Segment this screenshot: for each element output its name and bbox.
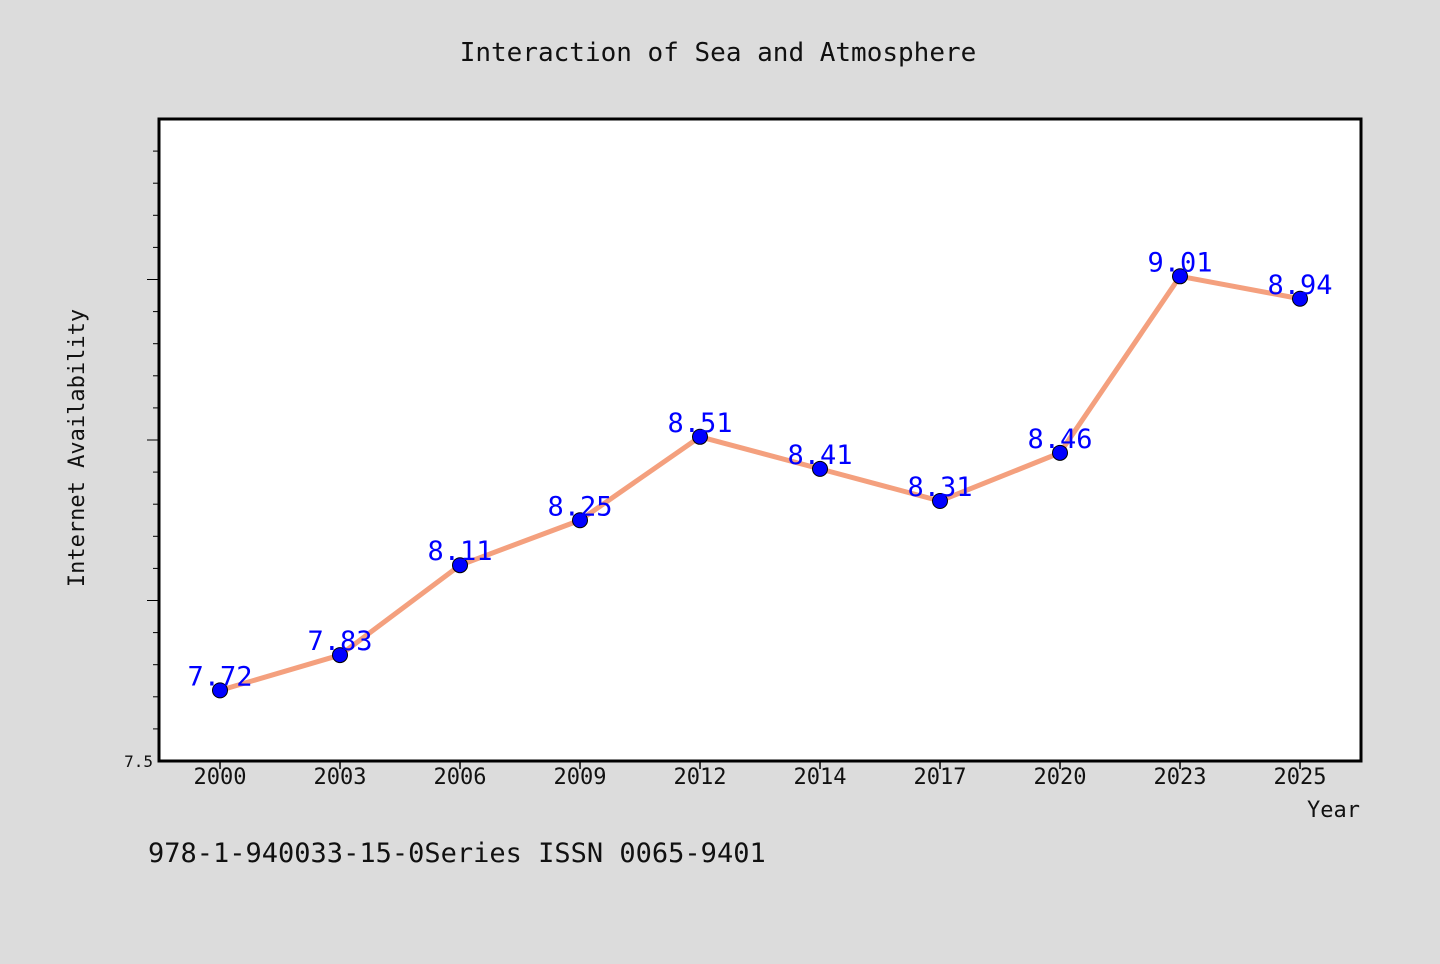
- data-point: [812, 460, 828, 477]
- data-label: 7.72: [187, 661, 252, 692]
- x-axis-label: Year: [1307, 798, 1360, 823]
- data-label: 9.01: [1147, 247, 1212, 278]
- x-tick-label: 2006: [434, 765, 487, 790]
- x-axis-ticks: 2000 2003 2006 2009 2012 2014 2017 2020 2023 2025: [194, 761, 1327, 790]
- x-tick-label: 2003: [314, 765, 367, 790]
- x-tick-label: 2012: [674, 765, 727, 790]
- data-point: [932, 492, 948, 509]
- y-axis-label: Internet Availability: [65, 309, 90, 587]
- data-label: 8.94: [1267, 270, 1332, 301]
- data-label: 8.51: [667, 408, 732, 439]
- x-tick-label: 2020: [1034, 765, 1087, 790]
- series-group: 7.72 7.83 8.11 8.25 8.51 8.41 8.31 8.46 9.01 8.94: [187, 247, 1333, 699]
- data-point: [1292, 290, 1308, 307]
- data-label: 8.25: [547, 491, 612, 522]
- data-label: 8.31: [907, 472, 972, 503]
- x-tick-label: 2000: [194, 765, 247, 790]
- y-axis-ticks: 7.5: [124, 150, 159, 771]
- x-tick-label: 2025: [1274, 765, 1327, 790]
- data-label: 8.46: [1027, 424, 1092, 455]
- data-point: [212, 682, 228, 699]
- data-point: [1172, 268, 1188, 285]
- data-label: 7.83: [307, 626, 372, 657]
- x-tick-label: 2023: [1154, 765, 1207, 790]
- data-point: [1052, 444, 1068, 461]
- x-tick-label: 2014: [794, 765, 847, 790]
- x-tick-label: 2017: [914, 765, 967, 790]
- footer-text: 978-1-940033-15-0Series ISSN 0065-9401: [148, 838, 766, 869]
- data-point: [572, 512, 588, 529]
- x-tick-label: 2009: [554, 765, 607, 790]
- data-label: 8.11: [427, 536, 492, 567]
- data-label: 8.41: [787, 440, 852, 471]
- y-tick-label: 7.5: [124, 752, 153, 771]
- data-point: [332, 647, 348, 664]
- data-point: [452, 557, 468, 574]
- chart-title: Interaction of Sea and Atmosphere: [460, 38, 977, 68]
- data-point: [692, 428, 708, 445]
- plot-area: [157, 117, 1363, 763]
- series-line: [217, 273, 1303, 693]
